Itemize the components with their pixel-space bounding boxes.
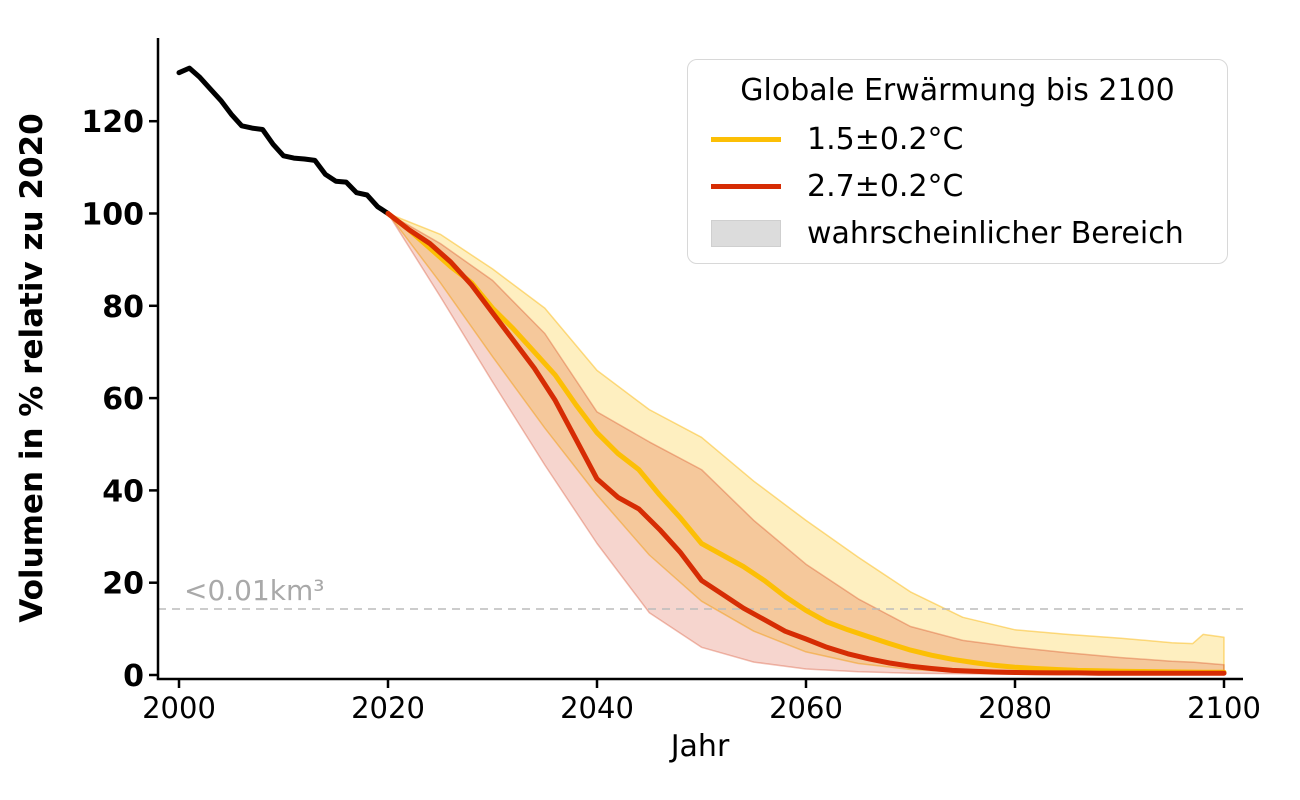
x-tick-label: 2040: [560, 691, 634, 725]
legend-item-label-1-5C: 1.5±0.2°C: [807, 122, 964, 157]
y-tick-label: 100: [81, 198, 144, 233]
y-axis-label: Volumen in % relativ zu 2020: [14, 113, 50, 622]
legend-title: Globale Erwärmung bis 2100: [740, 73, 1175, 108]
y-tick-label: 40: [102, 474, 144, 509]
y-tick-label: 0: [123, 659, 144, 694]
y-tick-label: 80: [102, 290, 144, 325]
threshold-annotation: <0.01km³: [184, 574, 325, 607]
legend-item-2-7C: 2.7±0.2°C: [698, 163, 1217, 210]
x-tick-label: 2020: [351, 691, 425, 725]
x-tick-label: 2080: [978, 691, 1052, 725]
x-tick-label: 2060: [769, 691, 843, 725]
legend: Globale Erwärmung bis 2100 1.5±0.2°C 2.7…: [687, 59, 1228, 264]
series-line-0: [176, 65, 391, 216]
x-tick-label: 2100: [1187, 691, 1261, 725]
legend-item-label-likely-range: wahrscheinlicher Bereich: [807, 216, 1184, 251]
legend-item-likely-range: wahrscheinlicher Bereich: [698, 210, 1217, 257]
y-tick-label: 60: [102, 382, 144, 417]
legend-line-swatch-2-7C: [711, 184, 781, 189]
legend-patch-swatch: [711, 220, 781, 247]
x-tick-label: 2000: [142, 691, 216, 725]
band-0: [387, 212, 1225, 675]
y-tick-label: 20: [102, 567, 144, 602]
band-1: [387, 212, 1225, 676]
x-axis-label: Jahr: [669, 729, 730, 764]
y-tick-label: 120: [81, 105, 144, 140]
legend-line-swatch-1-5C: [711, 137, 781, 142]
legend-item-label-2-7C: 2.7±0.2°C: [807, 169, 964, 204]
series-line-2: [385, 211, 1227, 676]
legend-item-1-5C: 1.5±0.2°C: [698, 116, 1217, 163]
